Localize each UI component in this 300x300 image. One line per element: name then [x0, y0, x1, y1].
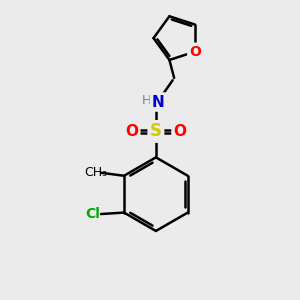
- Text: CH₃: CH₃: [84, 166, 107, 179]
- Text: N: N: [152, 94, 165, 110]
- Text: Cl: Cl: [86, 207, 101, 221]
- Text: O: O: [125, 124, 138, 139]
- Text: S: S: [150, 122, 162, 140]
- Text: O: O: [189, 45, 201, 58]
- Text: H: H: [142, 94, 151, 107]
- Text: O: O: [173, 124, 187, 139]
